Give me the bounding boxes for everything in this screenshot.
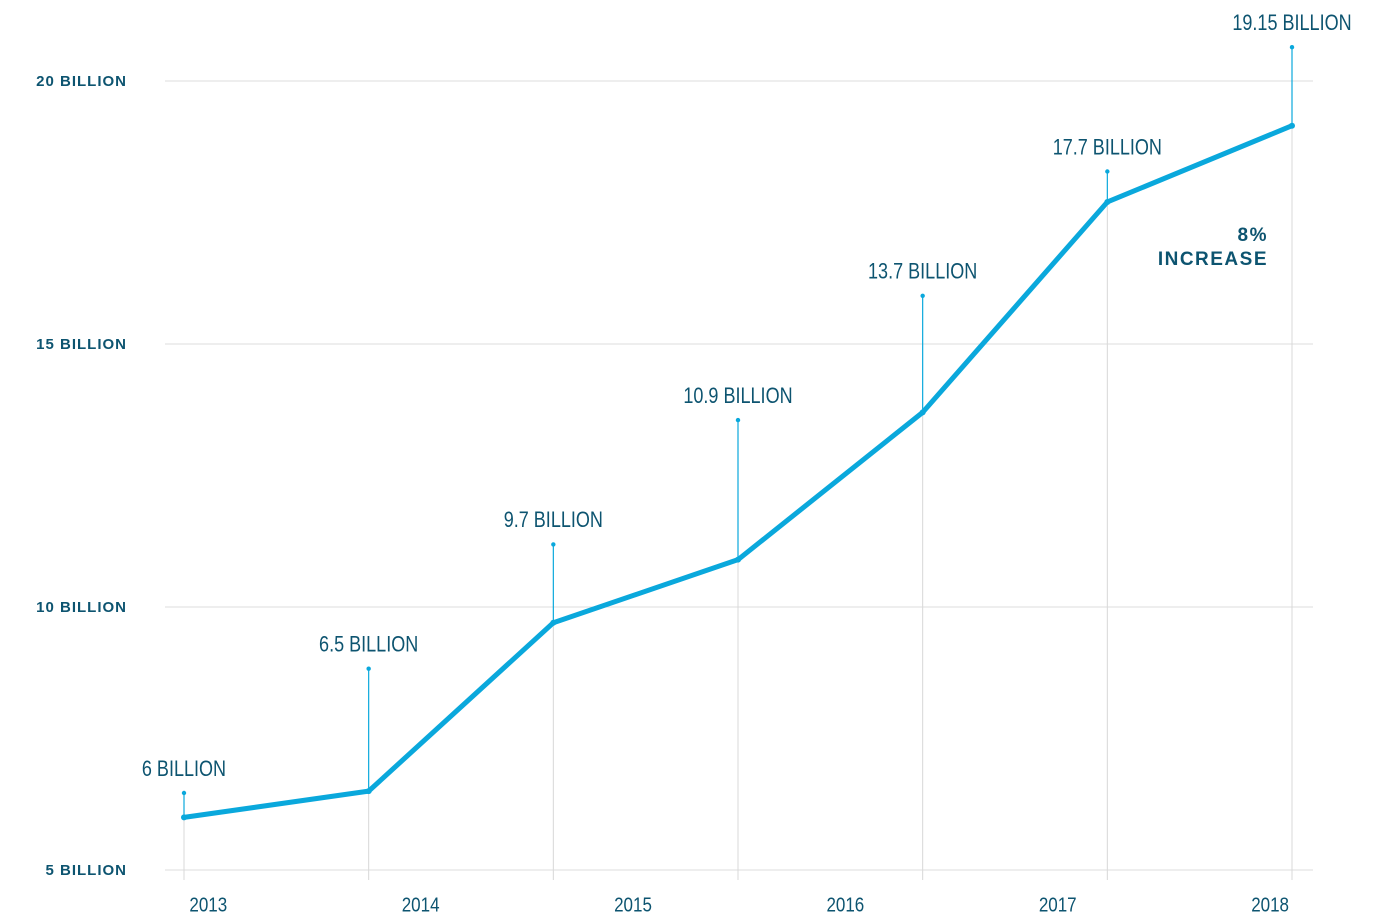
value-label: 17.7 BILLION xyxy=(1053,136,1162,160)
annotation: 8% INCREASE xyxy=(1158,225,1268,270)
x-tick-label: 2013 xyxy=(189,893,227,916)
y-tick-label: 5 BILLION xyxy=(45,862,127,879)
x-tick-label: 2016 xyxy=(826,893,864,916)
y-tick-label: 20 BILLION xyxy=(36,73,127,90)
x-tick-label: 2014 xyxy=(402,893,440,916)
pin-dot xyxy=(366,666,371,671)
point xyxy=(919,409,926,416)
pin-dot xyxy=(1289,45,1295,50)
x-tick-label: 2015 xyxy=(614,893,652,916)
value-label: 6 BILLION xyxy=(142,757,226,781)
value-label: 6.5 BILLION xyxy=(319,633,418,657)
value-label: 10.9 BILLION xyxy=(683,384,792,408)
value-label: 13.7 BILLION xyxy=(868,260,977,284)
point xyxy=(735,556,741,563)
pin-dot xyxy=(920,293,925,298)
point xyxy=(365,788,372,795)
pin-dot xyxy=(735,417,741,423)
annotation-line: 8% xyxy=(1238,225,1268,246)
pin-dot xyxy=(1105,169,1110,174)
annotation-line: INCREASE xyxy=(1158,249,1268,270)
point xyxy=(181,814,187,821)
y-tick-label: 10 BILLION xyxy=(36,599,127,616)
x-tick-label: 2018 xyxy=(1251,893,1289,916)
point xyxy=(550,619,557,626)
point xyxy=(1104,198,1111,205)
pin-dot xyxy=(551,542,556,547)
y-tick-label: 15 BILLION xyxy=(36,336,127,353)
point xyxy=(1289,122,1295,129)
value-label: 9.7 BILLION xyxy=(504,509,603,533)
x-tick-label: 2017 xyxy=(1039,893,1077,916)
value-label: 19.15 BILLION xyxy=(1232,11,1351,35)
pin-dot xyxy=(181,790,187,796)
